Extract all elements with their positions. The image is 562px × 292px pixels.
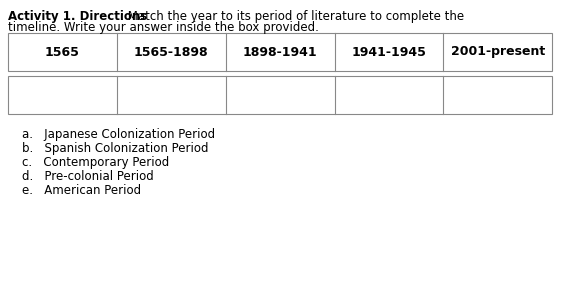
Text: d.   Pre-colonial Period: d. Pre-colonial Period bbox=[22, 170, 153, 183]
Text: b.   Spanish Colonization Period: b. Spanish Colonization Period bbox=[22, 142, 209, 155]
Bar bbox=[8, 76, 552, 114]
Text: 2001-present: 2001-present bbox=[451, 46, 545, 58]
Text: e.   American Period: e. American Period bbox=[22, 184, 141, 197]
Bar bbox=[8, 33, 552, 71]
Text: a.   Japanese Colonization Period: a. Japanese Colonization Period bbox=[22, 128, 215, 141]
Text: 1898-1941: 1898-1941 bbox=[243, 46, 318, 58]
Text: : Match the year to its period of literature to complete the: : Match the year to its period of litera… bbox=[120, 10, 464, 23]
Text: 1565: 1565 bbox=[45, 46, 80, 58]
Text: timeline. Write your answer inside the box provided.: timeline. Write your answer inside the b… bbox=[8, 21, 319, 34]
Text: Activity 1. Directions: Activity 1. Directions bbox=[8, 10, 147, 23]
Text: 1565-1898: 1565-1898 bbox=[134, 46, 209, 58]
Text: c.   Contemporary Period: c. Contemporary Period bbox=[22, 156, 169, 169]
Text: 1941-1945: 1941-1945 bbox=[352, 46, 427, 58]
